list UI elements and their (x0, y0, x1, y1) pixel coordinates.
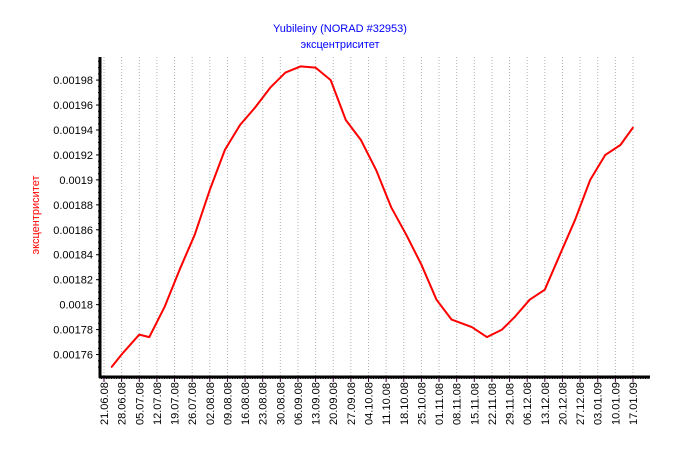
data-point (224, 149, 226, 151)
x-tick-label: 04.10.08 (364, 382, 376, 425)
x-tick-label: 20.12.08 (557, 382, 569, 425)
data-point (405, 233, 408, 236)
y-tick-label: 0.00198 (53, 75, 93, 87)
x-tick-label: 06.12.08 (522, 382, 534, 425)
x-tick-label: 08.11.08 (452, 383, 464, 425)
x-tick-label: 06.09.08 (293, 382, 305, 425)
x-tick-label: 29.11.08 (505, 383, 517, 425)
data-point (375, 169, 377, 171)
data-point (574, 219, 576, 221)
x-tick-label: 26.07.08 (187, 382, 199, 425)
data-point (390, 206, 392, 209)
x-tick-label: 05.07.08 (134, 382, 146, 425)
data-point (254, 106, 256, 109)
x-tick-label: 16.08.08 (240, 382, 252, 425)
y-tick-label: 0.00196 (53, 100, 93, 112)
data-point (559, 253, 561, 256)
data-point (138, 333, 141, 336)
x-tick-label: 19.07.08 (170, 382, 182, 425)
x-tick-label: 01.11.08 (434, 383, 446, 425)
data-point (110, 366, 113, 368)
x-tick-label: 15.11.08 (469, 383, 481, 425)
data-point (239, 124, 241, 126)
data-point (501, 328, 503, 331)
x-tick-label: 30.08.08 (275, 382, 287, 425)
data-point (450, 318, 453, 321)
chart-subtitle: эксцентриситет (300, 39, 380, 51)
y-tick-label: 0.00182 (53, 275, 93, 287)
y-tick-label: 0.00188 (53, 200, 93, 212)
x-tick-label: 09.08.08 (222, 382, 234, 425)
x-tick-label: 17.01.09 (628, 382, 640, 425)
x-tick-label: 27.09.08 (346, 382, 358, 425)
data-point (360, 139, 362, 141)
x-tick-label: 25.10.08 (416, 382, 428, 425)
x-tick-label: 02.08.08 (205, 382, 217, 425)
data-point (193, 233, 196, 236)
x-tick-label: 28.06.08 (117, 382, 129, 425)
data-point (435, 298, 438, 301)
data-point (345, 119, 347, 121)
data-point (420, 263, 423, 266)
x-tick-label: 23.08.08 (258, 382, 270, 425)
y-tick-label: 0.00194 (53, 125, 93, 137)
data-point (163, 306, 166, 308)
x-tick-label: 18.10.08 (399, 382, 411, 425)
series-line (110, 65, 634, 368)
data-point (120, 353, 123, 356)
chart-title: Yubileiny (NORAD #32953) (273, 23, 407, 35)
data-point (284, 71, 287, 74)
x-tick-label: 12.07.08 (152, 382, 164, 425)
data-point (604, 154, 607, 156)
y-tick-label: 0.00176 (53, 350, 93, 362)
data-point (178, 268, 181, 271)
y-tick-label: 0.00192 (53, 150, 93, 162)
x-tick-label: 27.12.08 (575, 382, 587, 425)
y-tick-label: 0.00184 (53, 250, 93, 262)
y-tick-label: 0.00178 (53, 325, 93, 337)
y-tick-label: 0.0019 (59, 175, 93, 187)
y-tick-label: 0.00186 (53, 225, 93, 237)
x-tick-label: 22.11.08 (487, 383, 499, 425)
x-tick-label: 13.12.08 (540, 382, 552, 425)
data-point (148, 336, 151, 338)
data-point (470, 326, 473, 328)
data-point (486, 336, 488, 338)
data-point (209, 189, 211, 191)
x-tick-label: 20.09.08 (328, 382, 340, 425)
data-point (528, 298, 531, 301)
data-point (619, 144, 622, 146)
data-point (269, 86, 272, 89)
x-tick-label: 21.06.08 (99, 382, 111, 425)
data-point (299, 65, 302, 68)
data-point (329, 79, 332, 81)
x-tick-label: 03.01.09 (593, 382, 605, 425)
x-tick-label: 13.09.08 (311, 382, 323, 425)
y-tick-label: 0.0018 (59, 300, 93, 312)
data-point (589, 179, 591, 181)
data-point (513, 316, 516, 318)
x-tick-label: 11.10.08 (381, 383, 393, 425)
data-point (314, 66, 317, 69)
x-tick-label: 10.01.09 (610, 382, 622, 425)
data-point (632, 126, 634, 129)
data-point (544, 288, 546, 291)
